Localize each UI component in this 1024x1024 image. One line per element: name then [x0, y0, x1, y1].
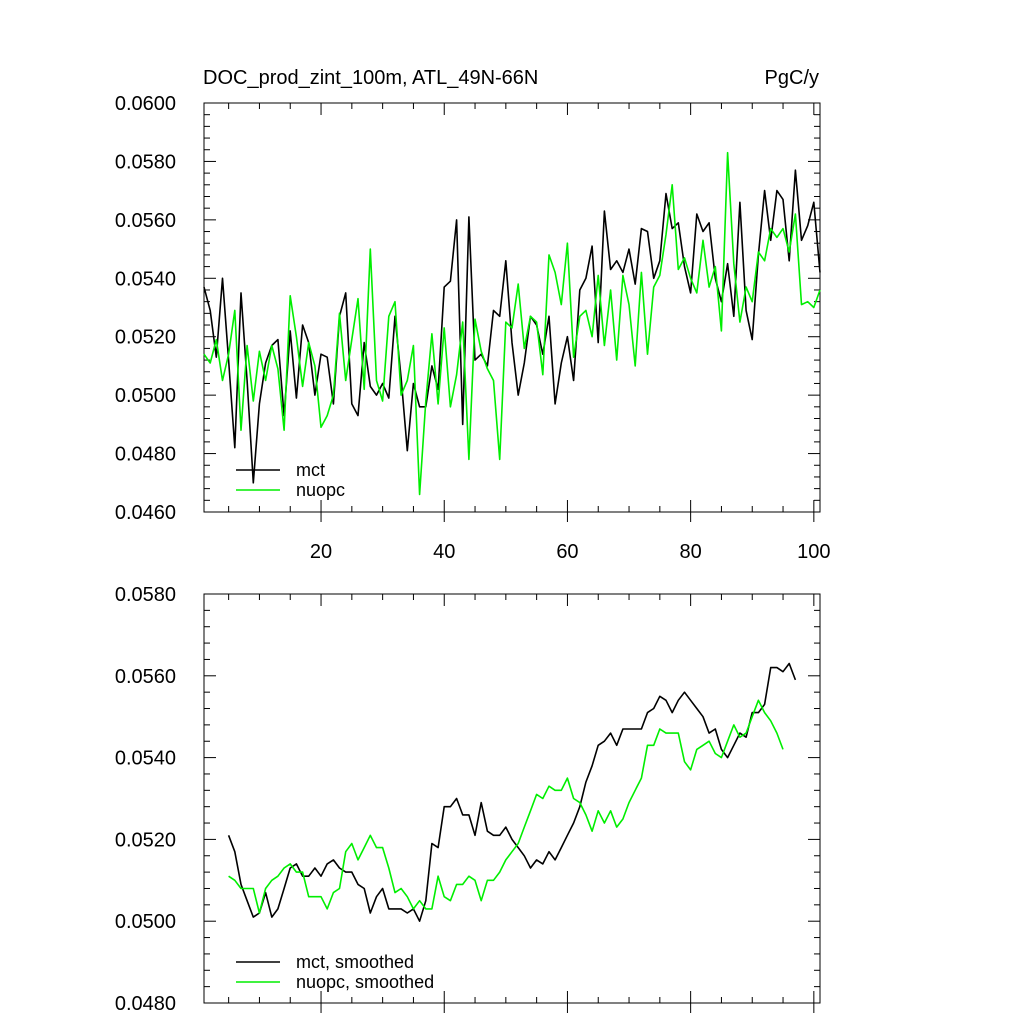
x-tick-label: 100	[797, 541, 830, 563]
legend-label: nuopc	[296, 480, 345, 500]
series-line-nuopc	[203, 151, 821, 496]
series-line-nuopc-smoothed	[228, 699, 784, 914]
y-tick-label: 0.0580	[115, 584, 176, 606]
x-axis-ticks	[228, 103, 815, 522]
y-tick-label: 0.0560	[115, 210, 176, 232]
x-tick-label: 40	[433, 541, 455, 563]
x-tick-label: 60	[556, 541, 578, 563]
y-tick-label: 0.0540	[115, 268, 176, 290]
legend-label: mct	[296, 460, 325, 480]
y-axis-ticks	[204, 102, 820, 513]
x-tick-label: 20	[310, 541, 332, 563]
plot-frame	[203, 593, 821, 1004]
legend-label: mct, smoothed	[296, 952, 414, 972]
y-axis-ticks	[204, 593, 820, 1004]
y-tick-label: 0.0460	[115, 502, 176, 524]
y-tick-label: 0.0540	[115, 748, 176, 770]
y-tick-label: 0.0480	[115, 993, 176, 1015]
x-axis-ticks	[228, 594, 815, 1013]
plot-frame	[203, 102, 821, 513]
y-tick-label: 0.0580	[115, 151, 176, 173]
y-tick-label: 0.0600	[115, 93, 176, 115]
legend-label: nuopc, smoothed	[296, 972, 434, 992]
y-tick-label: 0.0500	[115, 911, 176, 933]
y-tick-label: 0.0500	[115, 385, 176, 407]
x-tick-label: 80	[680, 541, 702, 563]
y-tick-label: 0.0480	[115, 444, 176, 466]
y-tick-label: 0.0520	[115, 327, 176, 349]
y-tick-label: 0.0520	[115, 829, 176, 851]
y-tick-label: 0.0560	[115, 666, 176, 688]
series-line-mct-smoothed	[227, 662, 797, 923]
top-panel: 0.0460 0.0480 0.0500 0.0520 0.0540 0.0560 0.05…	[115, 93, 831, 563]
bottom-panel: 0.0480 0.0500 0.0520 0.0540 0.0560 0.0580 mct,…	[115, 584, 821, 1015]
units-label: PgC/y	[765, 67, 819, 89]
chart-title: DOC_prod_zint_100m, ATL_49N-66N	[203, 67, 538, 89]
